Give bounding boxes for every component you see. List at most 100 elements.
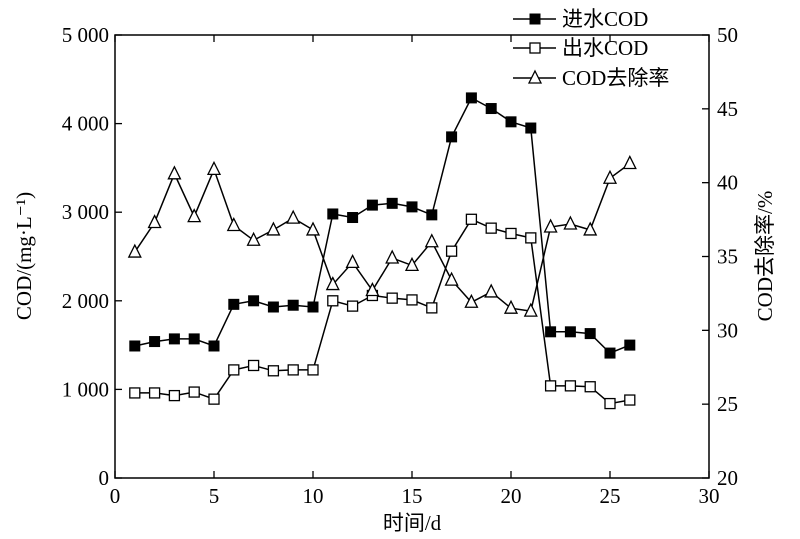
data-point-removal	[167, 165, 182, 180]
data-point-removal	[602, 169, 618, 184]
data-point-removal	[226, 217, 241, 232]
legend-label-effluent: 出水COD	[562, 36, 648, 60]
data-point-removal	[503, 299, 519, 314]
data-point-effluent	[564, 380, 577, 392]
y-left-tick-label: 4 000	[62, 112, 109, 136]
data-point-removal	[127, 243, 142, 258]
x-tick-label: 10	[303, 484, 324, 508]
data-point-effluent	[188, 386, 200, 398]
legend-item-influent: 进水COD	[513, 7, 648, 31]
data-point-influent	[149, 336, 161, 348]
data-point-influent	[366, 199, 378, 211]
data-point-effluent	[148, 387, 161, 399]
x-tick-label: 5	[209, 484, 220, 508]
data-point-removal	[583, 221, 598, 236]
legend-item-effluent: 出水COD	[513, 36, 648, 60]
data-point-influent	[604, 347, 616, 359]
data-point-influent	[287, 299, 299, 311]
data-point-influent	[188, 333, 200, 345]
legend: 进水COD 出水COD COD去除率	[513, 7, 669, 90]
data-point-removal	[563, 215, 578, 230]
data-point-effluent	[307, 364, 319, 376]
data-point-effluent	[584, 381, 596, 393]
data-point-removal	[286, 209, 301, 224]
data-point-influent	[248, 295, 260, 307]
legend-marker-influent	[529, 13, 541, 25]
data-point-influent	[129, 340, 141, 352]
y-left-tick-label: 0	[99, 466, 110, 490]
data-point-removal	[424, 233, 439, 248]
data-point-effluent	[247, 359, 260, 372]
data-point-removal	[206, 160, 222, 176]
y-right-tick-label: 35	[717, 245, 738, 269]
data-point-effluent	[168, 389, 181, 402]
data-point-removal	[404, 256, 420, 272]
x-axis-title: 时间/d	[383, 511, 442, 535]
y-axis-left-title: COD/(mg·L⁻¹)	[12, 192, 36, 320]
x-tick-label: 0	[110, 484, 121, 508]
data-point-influent	[406, 201, 418, 213]
y-right-tick-label: 45	[717, 97, 738, 121]
data-point-effluent	[525, 232, 537, 244]
series-line-effluent	[134, 218, 630, 405]
data-point-influent	[168, 333, 180, 345]
data-point-removal	[365, 282, 380, 297]
legend-item-removal: COD去除率	[513, 66, 669, 90]
data-point-influent	[485, 103, 497, 115]
data-point-influent	[347, 212, 359, 224]
x-tick-label: 20	[501, 484, 522, 508]
data-point-influent	[426, 209, 438, 221]
data-point-removal	[523, 302, 538, 317]
y-axis-right-title: COD去除率/%	[753, 191, 777, 322]
data-point-effluent	[426, 302, 438, 314]
data-point-influent	[327, 208, 339, 220]
data-point-removal	[325, 276, 340, 291]
data-point-effluent	[406, 294, 418, 306]
y-left-tick-label: 1 000	[62, 377, 109, 401]
data-point-effluent	[228, 364, 240, 376]
y-left-tick-label: 5 000	[62, 23, 109, 47]
y-right-tick-label: 20	[717, 466, 738, 490]
series-line-influent	[134, 96, 631, 354]
legend-marker-removal	[527, 69, 543, 84]
series-line-removal	[134, 162, 631, 312]
data-point-effluent	[465, 213, 478, 225]
data-point-influent	[465, 92, 477, 104]
data-point-effluent	[386, 292, 398, 304]
data-point-effluent	[327, 295, 339, 307]
y-right-tick-label: 40	[717, 171, 738, 195]
data-point-removal	[305, 221, 321, 236]
data-point-removal	[266, 221, 281, 236]
data-point-influent	[584, 328, 596, 340]
data-point-influent	[307, 301, 319, 313]
x-tick-label: 25	[600, 484, 621, 508]
data-point-influent	[386, 197, 398, 209]
y-right-tick-label: 50	[717, 23, 738, 47]
data-point-removal	[385, 249, 400, 264]
data-point-influent	[564, 326, 576, 338]
data-point-removal	[246, 231, 261, 246]
data-point-influent	[208, 340, 220, 352]
y-left-tick-label: 3 000	[62, 200, 109, 224]
data-point-removal	[147, 214, 162, 229]
data-point-removal	[444, 271, 459, 286]
legend-marker-effluent	[529, 42, 541, 54]
data-point-removal	[543, 218, 558, 233]
data-point-removal	[187, 208, 202, 223]
data-point-effluent	[346, 300, 359, 312]
data-point-influent	[228, 298, 240, 310]
data-point-effluent	[624, 394, 636, 406]
data-point-influent	[446, 131, 458, 143]
x-tick-label: 15	[402, 484, 423, 508]
plot-frame	[114, 34, 710, 479]
data-point-effluent	[267, 365, 280, 377]
data-point-effluent	[445, 245, 458, 257]
y-right-tick-label: 30	[717, 318, 738, 342]
data-point-influent	[545, 326, 557, 338]
data-point-effluent	[485, 222, 497, 234]
data-point-effluent	[208, 393, 220, 405]
data-point-influent	[525, 122, 537, 134]
data-point-removal	[484, 283, 499, 298]
data-point-removal	[622, 155, 637, 170]
